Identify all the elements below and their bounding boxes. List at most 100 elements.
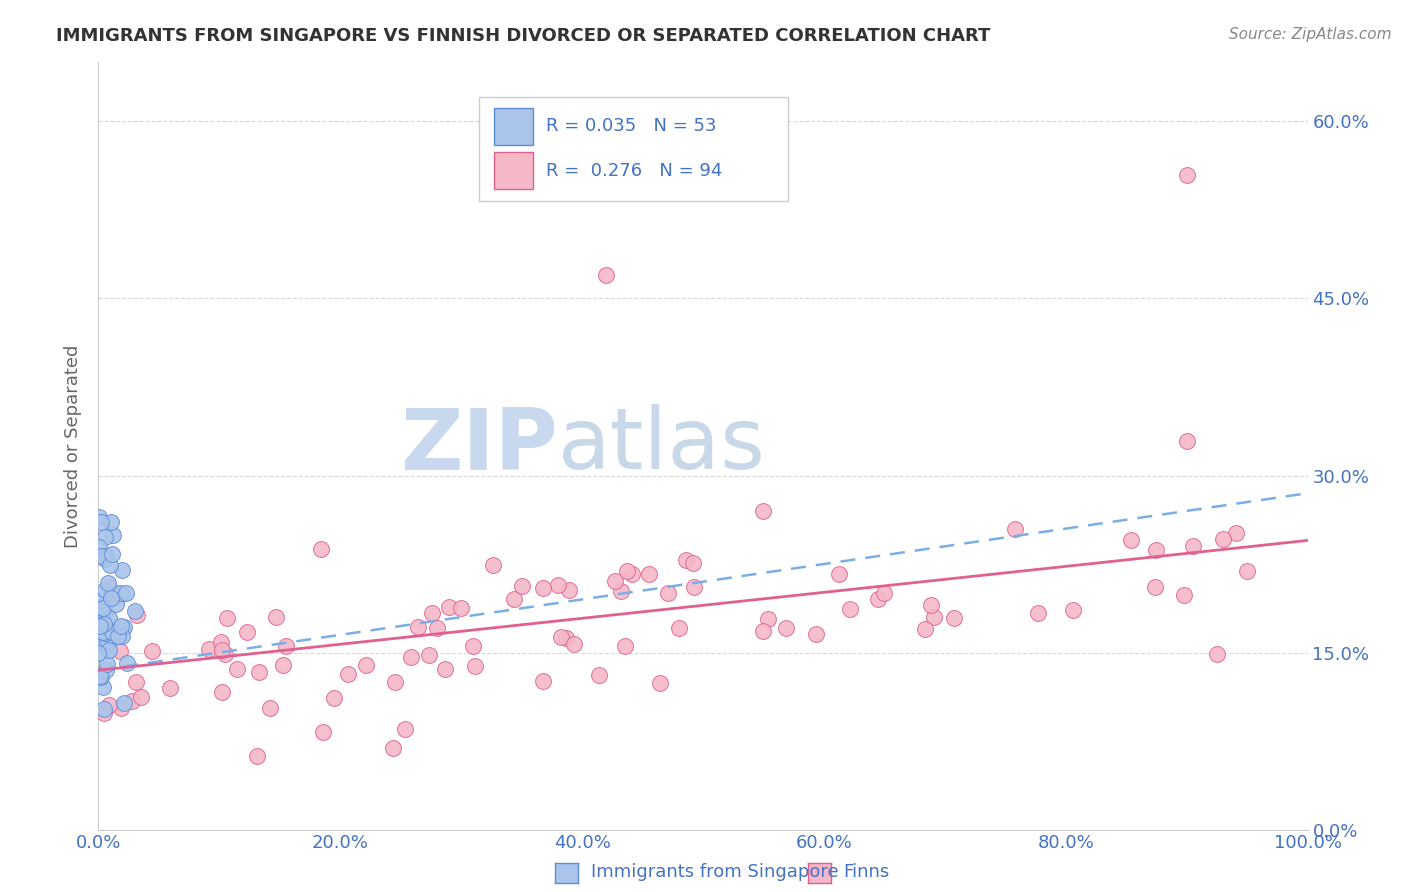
Point <box>91 601 114 615</box>
Point <box>406 620 429 634</box>
Text: Finns: Finns <box>844 863 890 881</box>
Point <box>124 675 146 690</box>
Point <box>90 611 112 625</box>
Point <box>1173 588 1195 602</box>
Point <box>839 601 862 615</box>
Point <box>236 625 259 640</box>
Point <box>1212 532 1234 546</box>
Point <box>87 646 110 660</box>
Point <box>112 696 135 710</box>
Point <box>91 681 114 695</box>
Point <box>1236 564 1258 578</box>
Text: IMMIGRANTS FROM SINGAPORE VS FINNISH DIVORCED OR SEPARATED CORRELATION CHART: IMMIGRANTS FROM SINGAPORE VS FINNISH DIV… <box>56 27 991 45</box>
Point <box>94 663 117 677</box>
Point <box>616 565 638 579</box>
Point <box>394 722 416 736</box>
Point <box>450 600 472 615</box>
Bar <box>494 153 533 189</box>
Point <box>531 582 554 596</box>
Point <box>274 640 297 654</box>
Text: R = 0.035   N = 53: R = 0.035 N = 53 <box>546 117 716 135</box>
Point <box>264 609 287 624</box>
Point <box>439 599 461 614</box>
Point <box>463 639 485 653</box>
Point <box>510 578 533 592</box>
Point <box>111 562 134 576</box>
Point <box>384 675 406 690</box>
Point <box>209 635 232 649</box>
Point <box>94 640 117 654</box>
Point <box>111 587 134 601</box>
Point <box>89 618 111 632</box>
Point <box>356 657 378 672</box>
Point <box>502 592 524 607</box>
Point <box>90 669 112 683</box>
Y-axis label: Divorced or Separated: Divorced or Separated <box>65 344 83 548</box>
Point <box>614 639 637 653</box>
Point <box>94 530 117 544</box>
Point <box>112 620 135 634</box>
Point <box>94 625 117 640</box>
Point <box>866 592 889 607</box>
Point <box>90 549 112 563</box>
Point <box>93 706 115 720</box>
Point <box>117 656 139 670</box>
Point <box>197 641 219 656</box>
Point <box>225 662 247 676</box>
Point <box>125 607 148 622</box>
Point <box>775 621 797 635</box>
Point <box>214 647 236 661</box>
Point <box>90 515 112 529</box>
Point <box>382 741 405 756</box>
Point <box>89 509 111 524</box>
Point <box>211 685 233 699</box>
FancyBboxPatch shape <box>479 97 787 201</box>
Point <box>124 604 146 618</box>
Point <box>1119 533 1142 547</box>
Point <box>97 580 120 594</box>
Point <box>942 611 965 625</box>
Bar <box>494 108 533 145</box>
Point <box>682 556 704 570</box>
Point <box>547 578 569 592</box>
Point <box>558 582 581 597</box>
Point <box>94 549 117 563</box>
Text: ZIP: ZIP <box>401 404 558 488</box>
Point <box>93 599 115 613</box>
Point <box>554 631 576 645</box>
Point <box>914 623 936 637</box>
Point <box>87 593 110 607</box>
Point <box>114 585 136 599</box>
Point <box>920 599 942 613</box>
Point <box>418 648 440 662</box>
Point <box>312 725 335 739</box>
Point <box>309 542 332 557</box>
Point <box>159 681 181 696</box>
Point <box>426 621 449 635</box>
Point <box>97 698 120 713</box>
Point <box>111 630 134 644</box>
Point <box>94 605 117 619</box>
Point <box>550 630 572 644</box>
Point <box>101 624 124 639</box>
Point <box>100 515 122 529</box>
Point <box>595 268 617 282</box>
Point <box>100 591 122 606</box>
Point <box>420 606 443 620</box>
Point <box>1004 522 1026 536</box>
Point <box>1182 539 1205 553</box>
Point <box>609 583 631 598</box>
Point <box>752 504 775 518</box>
Point <box>107 630 129 644</box>
Point <box>752 624 775 639</box>
Point <box>564 637 586 651</box>
Point <box>215 611 238 625</box>
Point <box>91 624 114 639</box>
Text: Source: ZipAtlas.com: Source: ZipAtlas.com <box>1229 27 1392 42</box>
Point <box>211 642 233 657</box>
Point <box>89 606 111 620</box>
Point <box>97 575 120 590</box>
Text: R =  0.276   N = 94: R = 0.276 N = 94 <box>546 161 723 179</box>
Point <box>531 674 554 689</box>
Point <box>1225 526 1247 541</box>
